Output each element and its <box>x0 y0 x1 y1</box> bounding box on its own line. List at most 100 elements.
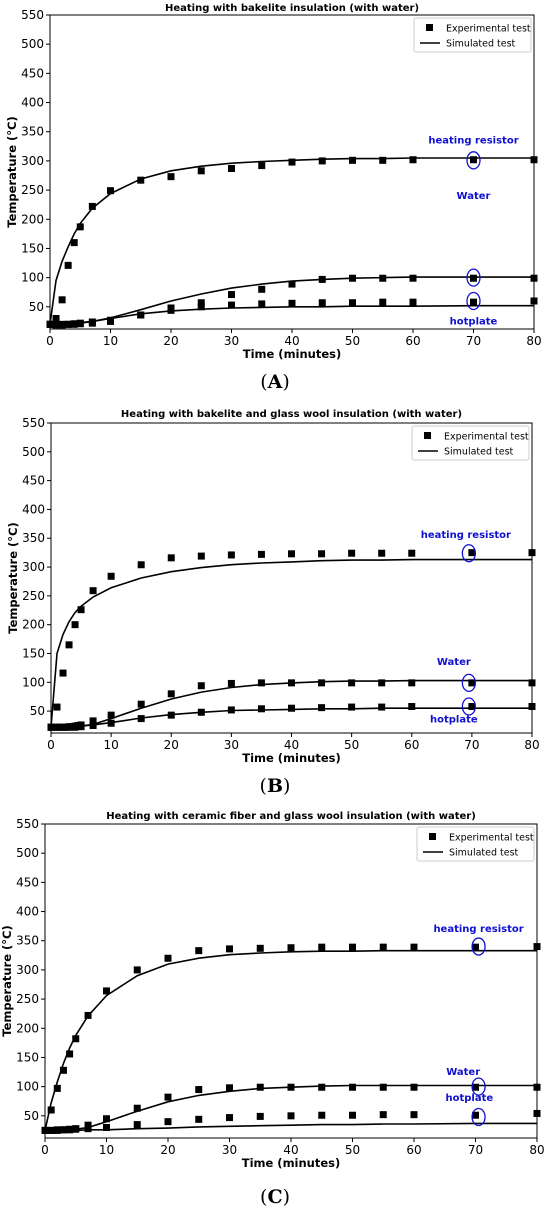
experimental-point-hotplate <box>53 1126 61 1134</box>
chart-panel-A: Heating with bakelite insulation (with w… <box>5 3 542 393</box>
legend-marker-experimental <box>429 833 436 840</box>
y-axis-label: Temperature (°C) <box>5 116 19 227</box>
legend-marker-experimental <box>426 24 433 31</box>
x-axis-label: Time (minutes) <box>242 751 341 765</box>
experimental-point-heating-resistor <box>472 943 479 951</box>
highlight-ellipse <box>471 1077 486 1096</box>
experimental-point-water <box>287 1083 295 1091</box>
experimental-point-hotplate <box>228 301 235 309</box>
experimental-point-water <box>472 1083 479 1091</box>
experimental-point-heating-resistor <box>58 296 66 304</box>
highlight-ellipse <box>461 544 477 563</box>
experimental-point-hotplate <box>77 723 85 731</box>
legend-box <box>416 826 535 862</box>
y-tick-label: 450 <box>22 474 45 488</box>
experimental-point-hotplate <box>470 298 477 306</box>
experimental-point-hotplate <box>88 319 96 327</box>
experimental-point-hotplate <box>197 303 205 311</box>
x-axis-label: Time (minutes) <box>242 1156 341 1170</box>
plot-frame <box>50 422 533 734</box>
experimental-point-heating-resistor <box>258 162 266 170</box>
x-tick-label: 70 <box>464 738 479 752</box>
y-tick-label: 350 <box>21 125 44 139</box>
experimental-point-water <box>84 1121 92 1129</box>
experimental-point-heating-resistor <box>228 164 235 172</box>
x-tick-label: 0 <box>47 738 55 752</box>
experimental-point-heating-resistor <box>288 158 296 166</box>
x-axis-label: Time (minutes) <box>243 347 342 361</box>
simulated-line-heating-resistor <box>50 558 532 728</box>
experimental-point-hotplate <box>64 320 72 328</box>
experimental-point-heating-resistor <box>103 987 110 995</box>
experimental-point-water <box>107 711 115 719</box>
y-tick-label: 550 <box>16 817 39 831</box>
experimental-point-heating-resistor <box>379 943 387 951</box>
legend: Experimental test Simulated test <box>416 826 535 862</box>
experimental-point-hotplate <box>258 300 266 308</box>
experimental-point-heating-resistor <box>167 173 175 181</box>
y-tick-label: 50 <box>30 704 45 718</box>
annotation-label: hotplate <box>450 316 498 327</box>
experimental-point-hotplate <box>133 1121 141 1129</box>
experimental-point-hotplate <box>379 298 387 306</box>
experimental-point-hotplate <box>409 298 417 306</box>
experimental-point-water <box>348 679 356 687</box>
x-tick-label: 10 <box>103 738 118 752</box>
experimental-point-hotplate <box>256 1112 264 1120</box>
y-tick-label: 100 <box>16 1080 39 1094</box>
experimental-point-heating-resistor <box>349 943 356 951</box>
experimental-point-water <box>258 285 266 293</box>
x-tick-label: 0 <box>41 1143 49 1157</box>
x-tick-label: 70 <box>468 1143 483 1157</box>
chart-panel-C: Heating with ceramic fiber and glass woo… <box>0 811 545 1208</box>
experimental-point-heating-resistor <box>53 1084 61 1092</box>
experimental-point-hotplate <box>103 1123 110 1131</box>
experimental-point-water <box>318 679 326 687</box>
experimental-point-hotplate <box>408 702 416 710</box>
experimental-point-hotplate <box>318 299 326 307</box>
experimental-point-water <box>318 275 326 283</box>
experimental-point-hotplate <box>468 702 476 710</box>
legend-label-experimental: Experimental test <box>449 833 534 844</box>
experimental-point-heating-resistor <box>164 954 172 962</box>
y-tick-label: 450 <box>21 66 44 80</box>
experimental-point-hotplate <box>71 723 79 731</box>
experimental-point-heating-resistor <box>89 587 97 595</box>
experimental-point-hotplate <box>59 1126 67 1134</box>
y-tick-label: 50 <box>24 1109 39 1123</box>
y-tick-label: 150 <box>22 646 45 660</box>
legend-label-simulated: Simulated test <box>446 39 516 50</box>
experimental-point-water <box>197 682 205 690</box>
annotation-label: heating resistor <box>421 530 511 541</box>
highlight-ellipse <box>466 151 481 170</box>
experimental-point-water <box>379 1083 387 1091</box>
x-tick-label: 50 <box>344 738 359 752</box>
chart-title: Heating with bakelite and glass wool ins… <box>121 409 462 420</box>
experimental-point-heating-resistor <box>88 202 96 210</box>
experimental-point-hotplate <box>530 297 538 305</box>
y-tick-label: 550 <box>21 8 44 22</box>
chart-title: Heating with bakelite insulation (with w… <box>165 3 419 14</box>
x-tick-label: 70 <box>466 334 481 348</box>
experimental-point-hotplate <box>46 320 54 328</box>
experimental-point-water <box>103 1115 110 1123</box>
x-tick-label: 60 <box>405 334 420 348</box>
panel-caption: (B) <box>260 775 291 797</box>
experimental-point-water <box>379 274 387 282</box>
x-tick-label: 20 <box>164 738 179 752</box>
experimental-point-hotplate <box>66 1126 74 1134</box>
panel-caption: (A) <box>260 371 290 393</box>
experimental-point-heating-resistor <box>410 943 418 951</box>
legend-label-experimental: Experimental test <box>444 432 529 443</box>
experimental-point-hotplate <box>107 317 114 325</box>
x-tick-label: 60 <box>406 1143 421 1157</box>
experimental-point-hotplate <box>197 708 205 716</box>
experimental-point-heating-resistor <box>257 550 265 558</box>
experimental-point-heating-resistor <box>64 261 72 269</box>
legend: Experimental test Simulated test <box>411 425 530 461</box>
y-tick-label: 300 <box>21 154 44 168</box>
experimental-point-hotplate <box>52 321 60 329</box>
experimental-point-heating-resistor <box>318 157 326 165</box>
experimental-point-hotplate <box>528 702 536 710</box>
